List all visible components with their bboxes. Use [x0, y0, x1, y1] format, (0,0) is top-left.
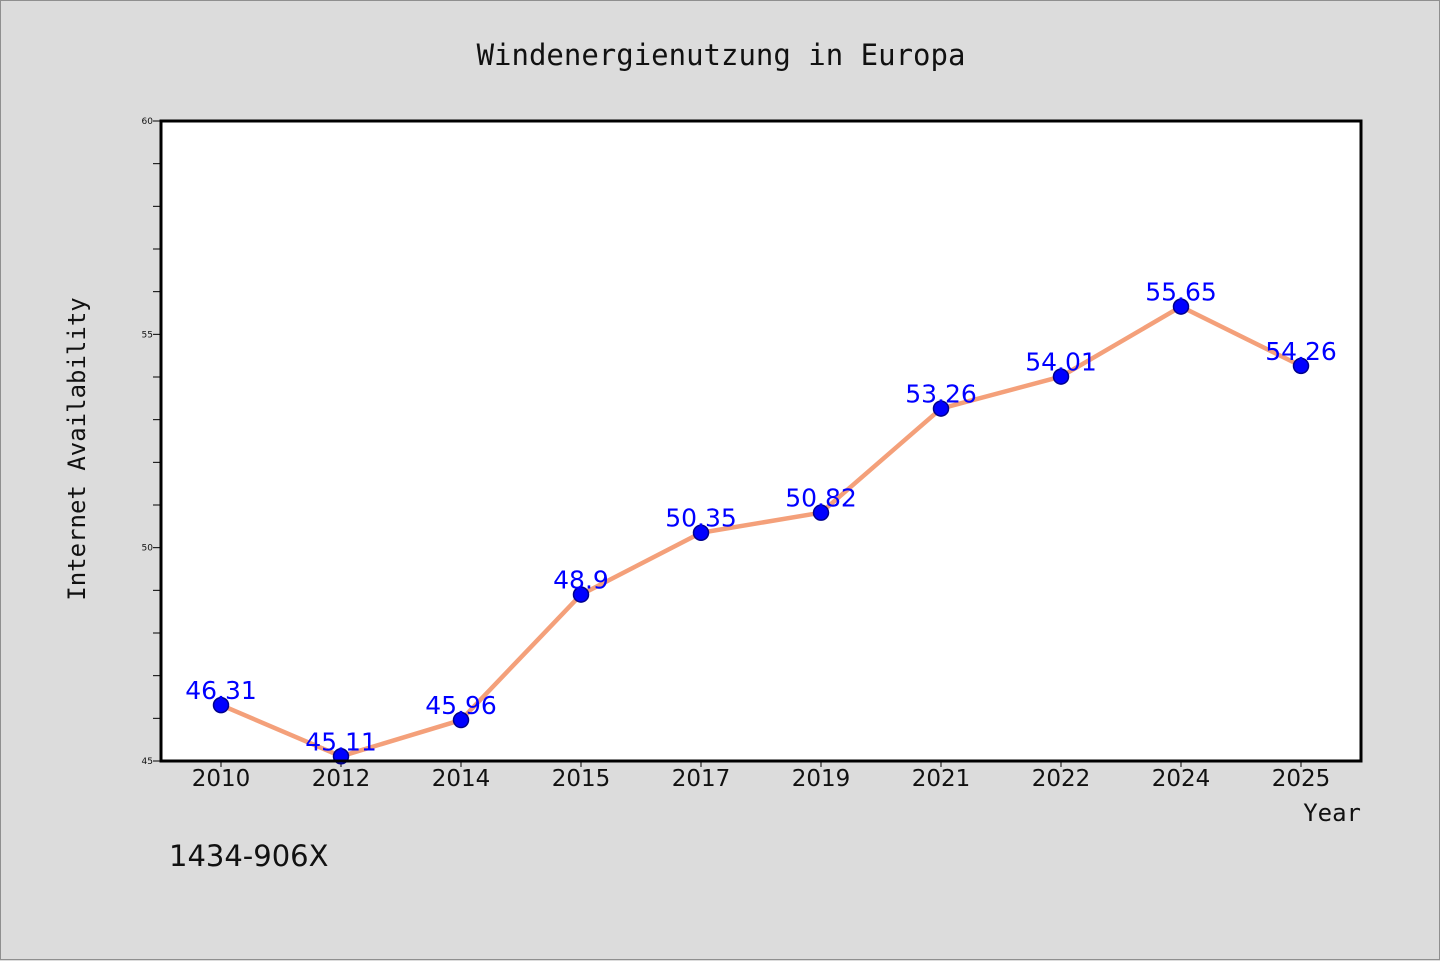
- data-point: [1172, 298, 1190, 315]
- y-tick-label: 55: [142, 330, 153, 340]
- data-label: 46.31: [185, 676, 257, 705]
- series-line: [220, 304, 1302, 759]
- data-label: 48.9: [553, 566, 609, 595]
- data-points: [212, 298, 1310, 765]
- data-point: [572, 586, 590, 603]
- data-point: [932, 400, 950, 417]
- x-tick-label: 2019: [792, 766, 851, 792]
- chart-title: Windenergienutzung in Europa: [477, 38, 966, 72]
- data-label: 45.96: [425, 691, 497, 720]
- x-tick-label: 2010: [192, 766, 251, 792]
- x-tick-label: 2024: [1152, 766, 1211, 792]
- x-tick-label: 2021: [912, 766, 971, 792]
- data-point: [1292, 357, 1310, 375]
- data-label: 54.26: [1265, 337, 1337, 366]
- data-label: 53.26: [905, 380, 977, 409]
- x-tick-label: 2025: [1272, 766, 1331, 792]
- y-tick-label: 45: [142, 757, 153, 767]
- data-point: [452, 711, 470, 729]
- data-point: [1052, 368, 1070, 385]
- data-label: 50.35: [665, 504, 737, 533]
- x-tick-label: 2014: [432, 766, 491, 792]
- plot-border: [159, 119, 1363, 763]
- y-axis-ticks: 45 50 55 60: [142, 117, 161, 767]
- y-axis-label: Internet Availability: [63, 297, 91, 600]
- data-label: 45.11: [305, 727, 377, 756]
- x-axis-ticks: 2010 2012 2014 2015 2017 2019 2021 2022 2024 2025: [192, 761, 1331, 792]
- x-tick-label: 2017: [672, 766, 731, 792]
- x-tick-label: 2012: [312, 766, 371, 792]
- plot-area: [161, 121, 1361, 761]
- data-point: [692, 524, 710, 541]
- data-point: [212, 696, 230, 714]
- y-tick-label: 60: [142, 117, 154, 127]
- data-labels: 46.31 45.11 45.96 48.9 50.35 50.82 53.26 54.01 5…: [185, 278, 1337, 757]
- x-axis-label: Year: [1303, 799, 1361, 827]
- x-tick-label: 2015: [552, 766, 611, 792]
- y-tick-label: 50: [142, 544, 154, 554]
- data-label: 54.01: [1025, 348, 1097, 377]
- footer-code: 1434-906X: [169, 839, 329, 873]
- x-tick-label: 2022: [1032, 766, 1091, 792]
- data-point: [812, 504, 830, 521]
- data-label: 55.65: [1145, 278, 1217, 307]
- data-label: 50.82: [785, 484, 857, 513]
